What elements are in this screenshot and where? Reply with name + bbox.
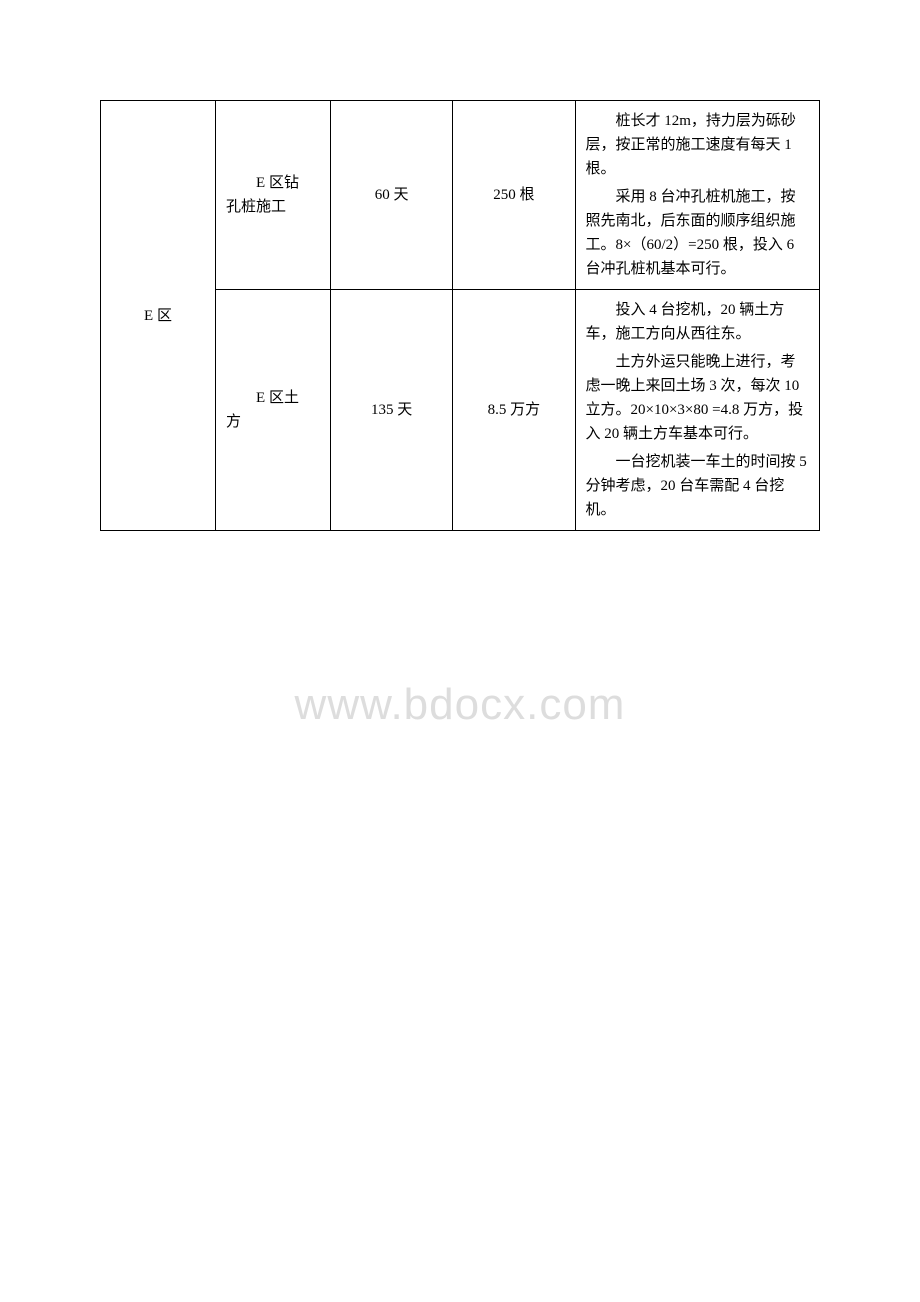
quantity-cell: 250 根 [453,101,575,290]
task-cell: E 区土 方 [216,290,331,531]
construction-table-wrapper: E 区 E 区钻 孔桩施工 60 天 250 根 桩长才 12m，持力层为砾砂层… [100,100,820,531]
watermark-text: www.bdocx.com [295,680,626,730]
task-text-line2: 方 [226,414,241,430]
task-cell: E 区钻 孔桩施工 [216,101,331,290]
remark-cell: 投入 4 台挖机，20 辆土方车，施工方向从西往东。 土方外运只能晚上进行，考虑… [575,290,820,531]
task-text-line1: E 区土 [226,386,324,410]
remark-paragraph: 一台挖机装一车土的时间按 5 分钟考虑，20 台车需配 4 台挖机。 [586,450,810,522]
remark-paragraph: 桩长才 12m，持力层为砾砂层，按正常的施工速度有每天 1 根。 [586,109,810,181]
table-row: E 区 E 区钻 孔桩施工 60 天 250 根 桩长才 12m，持力层为砾砂层… [101,101,820,290]
remark-cell: 桩长才 12m，持力层为砾砂层，按正常的施工速度有每天 1 根。 采用 8 台冲… [575,101,820,290]
construction-table: E 区 E 区钻 孔桩施工 60 天 250 根 桩长才 12m，持力层为砾砂层… [100,100,820,531]
area-cell: E 区 [101,101,216,531]
duration-cell: 135 天 [331,290,453,531]
remark-paragraph: 投入 4 台挖机，20 辆土方车，施工方向从西往东。 [586,298,810,346]
quantity-cell: 8.5 万方 [453,290,575,531]
duration-cell: 60 天 [331,101,453,290]
task-text-line2: 孔桩施工 [226,199,286,215]
remark-paragraph: 采用 8 台冲孔桩机施工，按照先南北，后东面的顺序组织施工。8×（60/2）=2… [586,185,810,281]
remark-paragraph: 土方外运只能晚上进行，考虑一晚上来回土场 3 次，每次 10 立方。20×10×… [586,350,810,446]
task-text-line1: E 区钻 [226,171,324,195]
